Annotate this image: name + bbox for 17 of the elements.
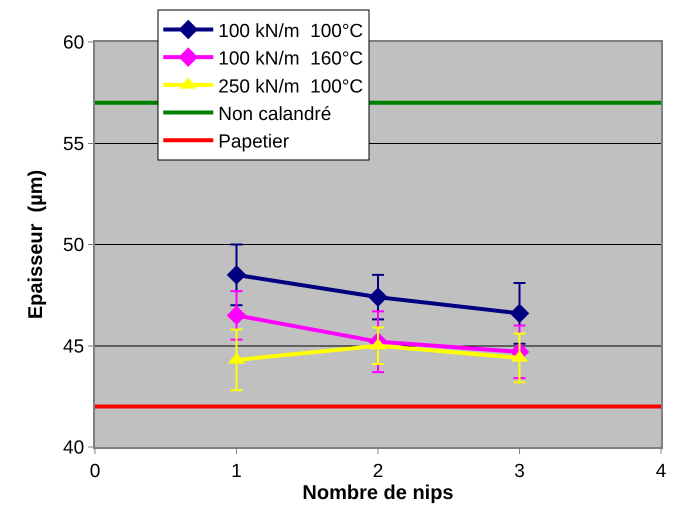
legend-label: Papetier xyxy=(218,132,290,153)
legend-label: 100 kN/m 160°C xyxy=(218,48,364,70)
x-tick-label: 2 xyxy=(372,460,384,482)
x-tick-label: 0 xyxy=(90,460,100,482)
y-tick-label: 55 xyxy=(63,134,84,155)
y-tick-label: 40 xyxy=(63,438,84,459)
x-axis-title: Nombre de nips xyxy=(302,482,454,504)
x-tick-label: 4 xyxy=(656,460,667,482)
legend-label: 250 kN/m 100°C xyxy=(218,76,364,98)
y-tick-label: 60 xyxy=(63,32,84,54)
y-tick-label: 50 xyxy=(63,235,84,256)
x-tick-label: 3 xyxy=(514,460,525,482)
y-tick-label: 45 xyxy=(63,336,84,358)
ref-line-label: Non calandré xyxy=(218,104,332,125)
x-tick-label: 1 xyxy=(231,460,242,482)
legend-label: 100 kN/m 100°C xyxy=(218,20,364,42)
y-axis-title: Epaisseur (µm) xyxy=(25,170,48,320)
